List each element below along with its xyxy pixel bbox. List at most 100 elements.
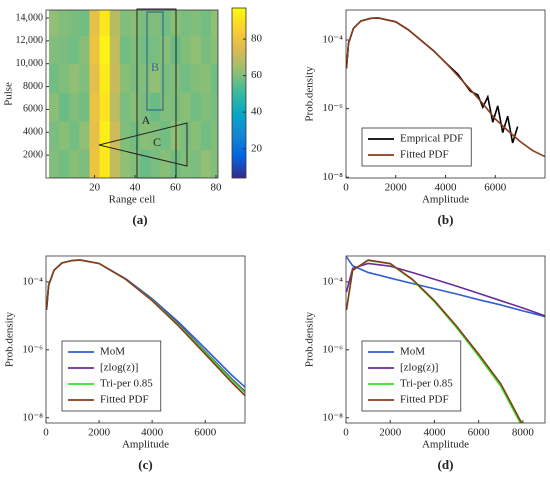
x-tick-label: 2000 bbox=[385, 182, 408, 194]
heatmap-cell bbox=[119, 92, 131, 122]
heatmap-cell bbox=[129, 35, 141, 65]
heatmap-cell bbox=[180, 63, 192, 93]
heatmap-cell bbox=[59, 35, 70, 65]
pdf-line bbox=[346, 256, 545, 318]
panel-label: (a) bbox=[132, 212, 147, 227]
plot-frame bbox=[345, 255, 546, 424]
legend-label: Tri-per 0.85 bbox=[100, 378, 153, 390]
y-tick-label: 8000 bbox=[23, 81, 43, 92]
heatmap-cell bbox=[79, 63, 91, 93]
y-tick-label: 10⁻⁸ bbox=[22, 411, 43, 423]
panel-label: (c) bbox=[138, 457, 152, 472]
colorbar-tick-label: 80 bbox=[251, 33, 263, 45]
legend-label: MoM bbox=[400, 346, 425, 358]
x-tick-label: 0 bbox=[43, 427, 49, 439]
heatmap-cell bbox=[99, 120, 111, 150]
heatmap-cell bbox=[129, 120, 141, 150]
heatmap-cell bbox=[69, 10, 80, 36]
heatmap-cell bbox=[200, 10, 212, 36]
legend-box bbox=[361, 127, 472, 167]
plot-area bbox=[346, 17, 545, 158]
heatmap-cell bbox=[160, 35, 171, 65]
heatmap-cell bbox=[99, 35, 111, 65]
heatmap-cell bbox=[89, 10, 101, 36]
y-tick-label: 6000 bbox=[23, 104, 43, 115]
y-tick-label: 2000 bbox=[23, 149, 43, 160]
heatmap-cell bbox=[180, 35, 192, 65]
legend-label: [zlog(z)] bbox=[400, 362, 438, 374]
heatmap-cell bbox=[69, 149, 80, 178]
heatmap-cell bbox=[89, 149, 101, 178]
x-tick-label: 2000 bbox=[379, 427, 402, 439]
plot-area bbox=[49, 10, 218, 178]
y-tick-label: 10,000 bbox=[16, 58, 44, 69]
heatmap-cell bbox=[180, 120, 192, 150]
heatmap-cell bbox=[49, 120, 60, 150]
heatmap-cell bbox=[79, 10, 91, 36]
heatmap-cell bbox=[150, 10, 161, 36]
heatmap-cell bbox=[129, 149, 141, 178]
annotation: A bbox=[142, 113, 151, 127]
pdf-line bbox=[46, 259, 245, 397]
heatmap-cell bbox=[190, 35, 202, 65]
heatmap-cell bbox=[190, 92, 202, 122]
heatmap-cell bbox=[119, 63, 131, 93]
heatmap-cell bbox=[140, 35, 151, 65]
heatmap-cell bbox=[140, 92, 151, 122]
heatmap-cell bbox=[210, 92, 218, 122]
heatmap-cell bbox=[99, 10, 111, 36]
annotation: B bbox=[151, 60, 159, 74]
colorbar-tick-label: 60 bbox=[251, 69, 263, 81]
x-tick-label: 80 bbox=[210, 182, 222, 194]
heatmap-cell bbox=[150, 92, 161, 122]
heatmap-cell bbox=[59, 149, 70, 178]
x-tick-label: 6000 bbox=[194, 427, 217, 439]
legend-label: Fitted PDF bbox=[400, 149, 449, 161]
heatmap-cell bbox=[59, 120, 70, 150]
x-tick-label: 2000 bbox=[88, 427, 111, 439]
heatmap-cell bbox=[190, 120, 202, 150]
legend-label: Tri-per 0.85 bbox=[400, 378, 453, 390]
legend-label: MoM bbox=[100, 346, 125, 358]
heatmap-cell bbox=[109, 10, 121, 36]
heatmap-cell bbox=[190, 10, 202, 36]
heatmap-cell bbox=[129, 10, 141, 36]
region-b bbox=[146, 11, 164, 111]
heatmap-cell bbox=[49, 35, 60, 65]
plot-area bbox=[346, 256, 545, 423]
x-tick-label: 6000 bbox=[468, 427, 491, 439]
panel-label: (b) bbox=[438, 212, 454, 227]
y-tick-label: 4000 bbox=[23, 127, 43, 138]
legend-label: Emprical PDF bbox=[400, 133, 463, 145]
legend-label: [zlog(z)] bbox=[100, 362, 138, 374]
x-tick-label: 0 bbox=[343, 182, 349, 194]
colorbar-tick-label: 40 bbox=[251, 106, 263, 118]
heatmap-cell bbox=[200, 120, 212, 150]
heatmap-cell bbox=[49, 10, 60, 36]
heatmap-cell bbox=[210, 63, 218, 93]
heatmap-cell bbox=[59, 63, 70, 93]
heatmap-cell bbox=[79, 149, 91, 178]
annotation: C bbox=[153, 135, 161, 149]
heatmap-cell bbox=[200, 149, 212, 178]
y-tick-label: 10⁻⁶ bbox=[322, 343, 343, 355]
heatmap-cell bbox=[109, 35, 121, 65]
heatmap-cell bbox=[160, 92, 171, 122]
heatmap-cell bbox=[79, 92, 91, 122]
heatmap-cell bbox=[129, 92, 141, 122]
heatmap-cell bbox=[109, 92, 121, 122]
panel: Emprical PDF Fitted PDF 0 2000 4000 6000 10⁻⁴ 1… bbox=[304, 9, 546, 227]
heatmap-cell bbox=[210, 120, 218, 150]
heatmap-cell bbox=[99, 63, 111, 93]
heatmap-cell bbox=[210, 149, 218, 178]
panel: MoM [zlog(z)] Tri-per 0.85 Fitted PDF 0 2000 4… bbox=[4, 255, 246, 472]
region-c bbox=[98, 122, 188, 167]
heatmap-cell bbox=[200, 92, 212, 122]
y-tick-label: 10⁻⁸ bbox=[322, 411, 343, 423]
heatmap-cell bbox=[210, 10, 218, 36]
heatmap-cell bbox=[150, 63, 161, 93]
y-tick-label: 10⁻⁴ bbox=[322, 275, 343, 287]
heatmap-cell bbox=[129, 63, 141, 93]
heatmap-cell bbox=[200, 35, 212, 65]
heatmap-cell bbox=[150, 120, 161, 150]
